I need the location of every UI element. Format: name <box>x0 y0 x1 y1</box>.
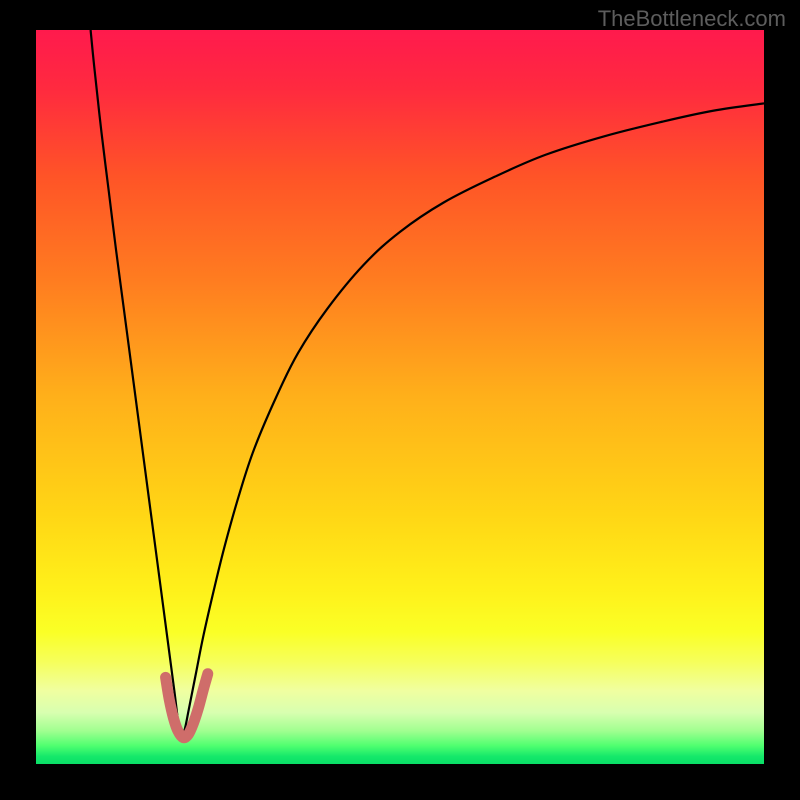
watermark-text: TheBottleneck.com <box>598 6 786 32</box>
bottleneck-curve-plot <box>36 30 764 764</box>
gradient-background <box>36 30 764 764</box>
chart-frame: TheBottleneck.com <box>0 0 800 800</box>
